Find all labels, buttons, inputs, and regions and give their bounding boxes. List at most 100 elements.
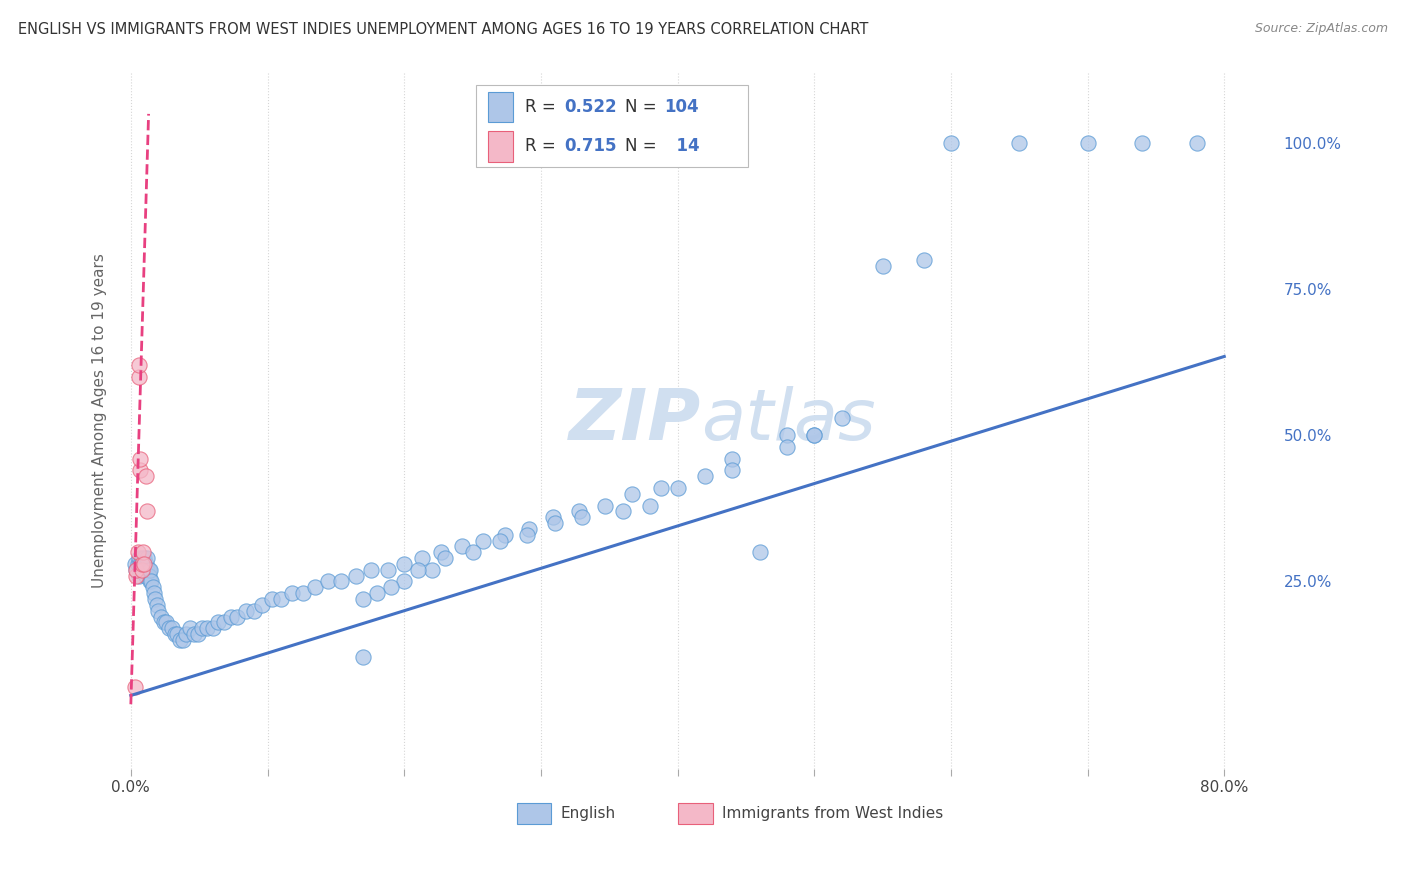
Text: Immigrants from West Indies: Immigrants from West Indies [723, 806, 943, 822]
Point [260, 592, 283, 607]
Point [638, 499, 661, 513]
Point [489, 533, 512, 548]
Point [183, 627, 205, 641]
Point [517, 522, 540, 536]
Text: 14: 14 [665, 137, 699, 155]
Point [124, 680, 146, 694]
Point [461, 545, 484, 559]
Point [128, 551, 150, 566]
Point [138, 568, 160, 582]
Point [131, 557, 153, 571]
Point [516, 527, 538, 541]
Point [803, 428, 825, 442]
Point [352, 650, 374, 665]
Point [131, 563, 153, 577]
Point [377, 563, 399, 577]
Point [430, 545, 453, 559]
Point [912, 253, 935, 268]
Point [803, 428, 825, 442]
FancyBboxPatch shape [516, 804, 551, 824]
Text: English: English [561, 806, 616, 822]
Point [125, 568, 148, 582]
Point [139, 563, 162, 577]
Text: 104: 104 [665, 98, 699, 116]
Point [128, 568, 150, 582]
Point [721, 451, 744, 466]
Point [1130, 136, 1153, 150]
Point [191, 621, 214, 635]
Point [1185, 136, 1208, 150]
Point [494, 527, 516, 541]
Point [352, 592, 374, 607]
FancyBboxPatch shape [477, 85, 748, 167]
Point [543, 516, 565, 530]
Point [143, 586, 166, 600]
Text: atlas: atlas [702, 386, 876, 455]
Point [149, 609, 172, 624]
Point [621, 487, 644, 501]
Point [132, 563, 155, 577]
Point [135, 557, 157, 571]
Point [392, 574, 415, 589]
Point [420, 563, 443, 577]
Point [134, 551, 156, 566]
Point [129, 563, 152, 577]
Point [139, 574, 162, 589]
Text: Source: ZipAtlas.com: Source: ZipAtlas.com [1254, 22, 1388, 36]
Text: N =: N = [626, 137, 662, 155]
Point [129, 451, 152, 466]
Point [201, 621, 224, 635]
Point [250, 598, 273, 612]
Point [125, 563, 148, 577]
Point [541, 510, 564, 524]
FancyBboxPatch shape [488, 131, 513, 161]
Point [330, 574, 353, 589]
Point [146, 604, 169, 618]
Point [155, 615, 177, 630]
Point [380, 580, 402, 594]
Point [138, 563, 160, 577]
Point [142, 580, 165, 594]
Text: R =: R = [524, 98, 561, 116]
Point [406, 563, 429, 577]
Point [243, 604, 266, 618]
Point [831, 410, 853, 425]
Point [872, 259, 894, 273]
Point [135, 469, 157, 483]
Point [292, 586, 315, 600]
Point [281, 586, 304, 600]
Point [135, 568, 157, 582]
Point [776, 428, 799, 442]
Point [450, 540, 472, 554]
Point [157, 621, 180, 635]
Point [304, 580, 326, 594]
Point [593, 499, 616, 513]
Text: N =: N = [626, 98, 662, 116]
Text: R =: R = [524, 137, 561, 155]
Point [141, 574, 163, 589]
Point [666, 481, 689, 495]
Point [134, 563, 156, 577]
Point [163, 627, 186, 641]
Point [392, 557, 415, 571]
Point [145, 592, 167, 607]
Point [127, 557, 149, 571]
Point [1008, 136, 1031, 150]
Text: 0.522: 0.522 [564, 98, 617, 116]
Point [131, 551, 153, 566]
Point [128, 370, 150, 384]
Point [136, 551, 159, 566]
FancyBboxPatch shape [488, 92, 513, 122]
Point [124, 557, 146, 571]
Point [212, 615, 235, 630]
Point [235, 604, 257, 618]
Point [226, 609, 249, 624]
Point [411, 551, 433, 566]
Point [472, 533, 495, 548]
Point [187, 627, 209, 641]
Point [1077, 136, 1099, 150]
Point [179, 621, 201, 635]
Point [174, 627, 197, 641]
Point [134, 557, 156, 571]
Point [748, 545, 770, 559]
